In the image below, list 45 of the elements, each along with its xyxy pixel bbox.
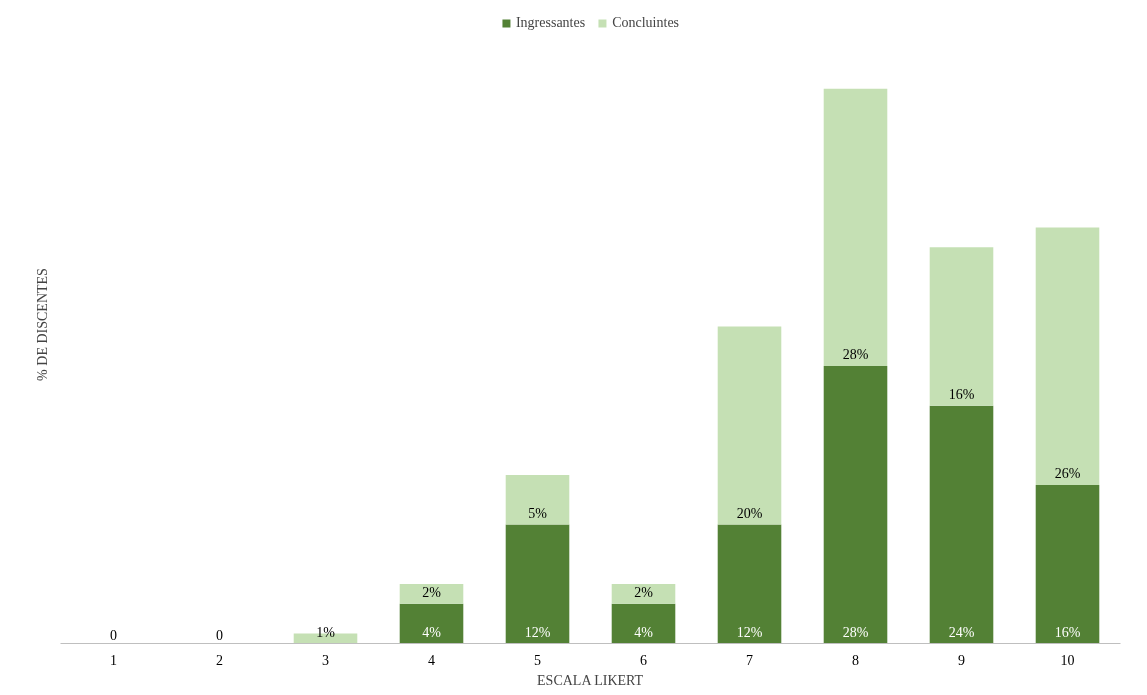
x-tick-label: 4: [428, 652, 435, 668]
data-label: 24%: [948, 624, 975, 640]
data-label: 5%: [528, 505, 548, 521]
data-label: 1%: [316, 624, 336, 640]
data-label: 16%: [1054, 624, 1081, 640]
y-axis-title: % DE DISCENTES: [34, 268, 50, 381]
data-label: 28%: [842, 624, 869, 640]
bar: [717, 326, 782, 525]
bar: [611, 584, 676, 604]
x-tick-label: 3: [322, 652, 329, 668]
x-axis-title: ESCALA LIKERT: [537, 672, 644, 688]
data-label: 4%: [422, 624, 442, 640]
x-tick-label: 10: [1060, 652, 1075, 668]
x-tick-label: 1: [110, 652, 117, 668]
x-tick-label: 7: [746, 652, 753, 668]
bar: [505, 524, 570, 644]
x-tick-label: 6: [640, 652, 647, 668]
data-label: 4%: [634, 624, 654, 640]
bar: [823, 88, 888, 367]
x-tick-label: 5: [534, 652, 541, 668]
data-label: 20%: [736, 505, 763, 521]
bar: [399, 603, 464, 644]
bar: [399, 584, 464, 604]
x-tick-label: 8: [852, 652, 859, 668]
legend-label: Ingressantes: [515, 15, 586, 31]
x-tick-label: 9: [958, 652, 965, 668]
bar: [611, 603, 676, 644]
data-label: 28%: [842, 347, 869, 363]
data-label: 16%: [948, 386, 975, 402]
bar: [717, 524, 782, 644]
data-label: 0: [110, 627, 117, 643]
bar: [929, 405, 994, 644]
data-label: 0: [216, 627, 223, 643]
data-label: 2%: [422, 584, 442, 600]
legend-label: Concluintes: [612, 15, 680, 31]
data-label: 26%: [1054, 465, 1081, 481]
data-label: 12%: [736, 624, 763, 640]
data-label: 12%: [524, 624, 551, 640]
bar: [1035, 484, 1100, 644]
bar: [1035, 227, 1100, 485]
bar: [823, 366, 888, 644]
bar: [505, 475, 570, 525]
data-label: 2%: [634, 584, 654, 600]
bar: [929, 247, 994, 406]
x-tick-label: 2: [216, 652, 223, 668]
